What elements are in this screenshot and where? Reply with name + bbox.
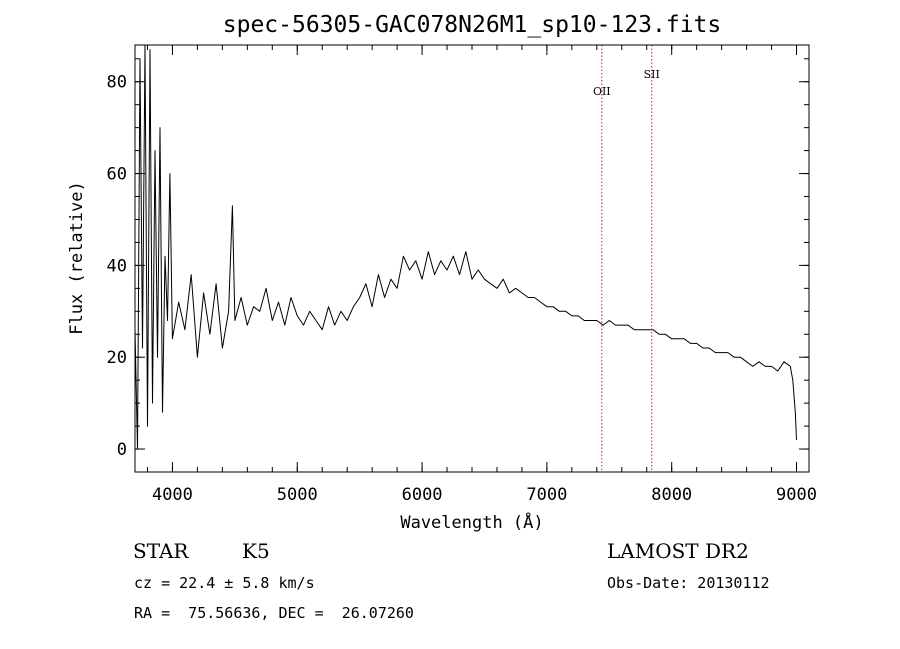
chart-title: spec-56305-GAC078N26M1_sp10-123.fits xyxy=(223,12,722,38)
plot-frame xyxy=(134,44,810,473)
x-tick-label: 6000 xyxy=(402,485,443,505)
y-tick-label: 0 xyxy=(117,440,127,460)
y-axis-label: Flux (relative) xyxy=(67,181,87,335)
object-type: STAR xyxy=(133,539,189,563)
x-tick-label: 5000 xyxy=(277,485,318,505)
emission-line-label: OII xyxy=(593,85,611,98)
x-tick-label: 9000 xyxy=(776,485,817,505)
emission-line-label: SII xyxy=(644,68,660,81)
y-tick-label: 40 xyxy=(107,256,127,276)
spectral-subclass: K5 xyxy=(242,539,270,563)
x-tick-label: 7000 xyxy=(526,485,567,505)
redshift-value: cz = 22.4 ± 5.8 km/s xyxy=(134,574,315,592)
x-tick-label: 4000 xyxy=(152,485,193,505)
x-tick-label: 8000 xyxy=(651,485,692,505)
plot-area: 4000 5000 6000 7000 8000 9000 0 20 40 60 80 OII SII xyxy=(107,44,817,505)
coordinates: RA = 75.56636, DEC = 26.07260 xyxy=(134,604,414,622)
y-tick-label: 80 xyxy=(107,73,127,93)
y-tick-label: 20 xyxy=(107,348,127,368)
survey-name: LAMOST DR2 xyxy=(607,539,749,563)
spectrum-line xyxy=(134,44,797,450)
x-axis-label: Wavelength (Å) xyxy=(400,511,543,533)
observation-date: Obs-Date: 20130112 xyxy=(607,574,770,592)
y-tick-label: 60 xyxy=(107,165,127,185)
